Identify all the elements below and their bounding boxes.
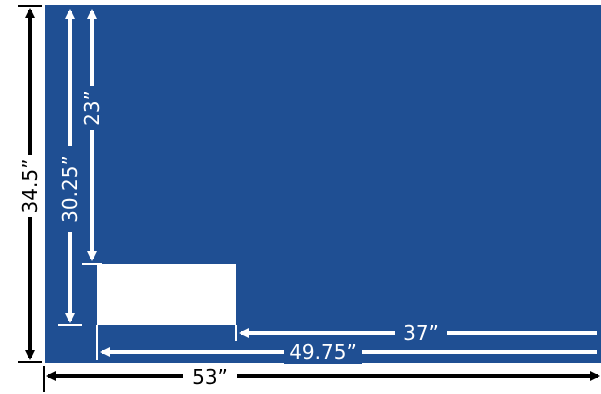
cutout-right-dimension: 37”: [235, 321, 597, 345]
cutout-bottom-dimension: 23”: [80, 8, 104, 265]
overall-height-dimension: 34.5”: [17, 5, 43, 363]
cutout-left-label: 49.75”: [289, 340, 357, 364]
cutout-right-label: 37”: [403, 321, 439, 345]
cutout-left-dimension: 49.75”: [96, 325, 597, 364]
cutout-top-label: 30.25”: [58, 155, 82, 223]
cutout-top-dimension: 30.25”: [58, 8, 82, 326]
overall-width-dimension: 53”: [43, 363, 600, 392]
overall-height-label: 34.5”: [18, 159, 42, 214]
cutout-bottom-label: 23”: [80, 90, 104, 126]
cutout: [97, 264, 236, 325]
overall-width-label: 53”: [192, 365, 228, 389]
